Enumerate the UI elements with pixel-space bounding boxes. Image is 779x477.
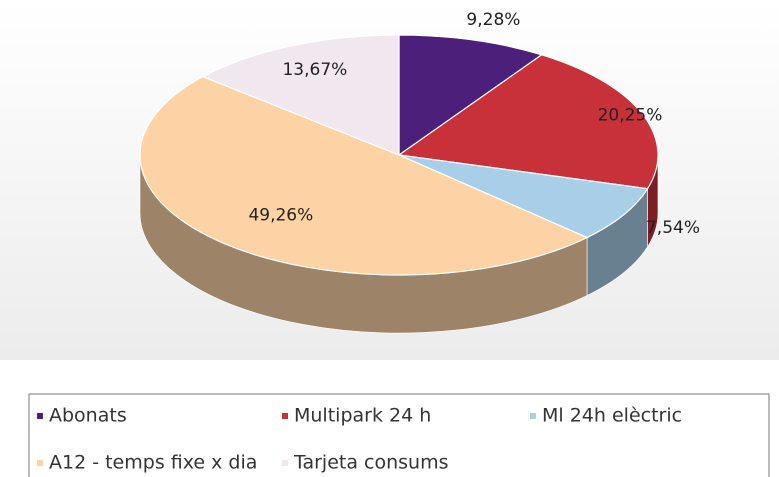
slice [398,154,649,239]
slice [397,54,659,190]
legend-swatch [37,413,43,419]
legend-swatch [282,413,288,419]
legend-label: Tarjeta consums [293,452,448,474]
data-label: 9,28% [466,10,520,30]
data-label: 20,25% [598,106,663,126]
legend-box [28,393,770,477]
legend-swatch [37,460,43,466]
legend-swatch [282,460,288,466]
slice [398,34,543,157]
data-label: 13,67% [282,60,347,80]
legend-label: A12 - temps fixe x dia [49,452,257,474]
legend: Abonats Multipark 24 h Ml 24h elèctric A12 … [37,405,682,474]
legend-label: Abonats [49,405,127,427]
legend-swatch [530,413,536,419]
data-label: 49,26% [248,206,313,226]
slice [201,34,400,156]
legend-label: Ml 24h elèctric [542,405,682,427]
data-label: 7,54% [646,218,700,238]
legend-label: Multipark 24 h [294,405,431,427]
slice [139,75,589,276]
pie: 9,28% 20,25% 7,54% 49,26% 13,67% [139,10,700,334]
